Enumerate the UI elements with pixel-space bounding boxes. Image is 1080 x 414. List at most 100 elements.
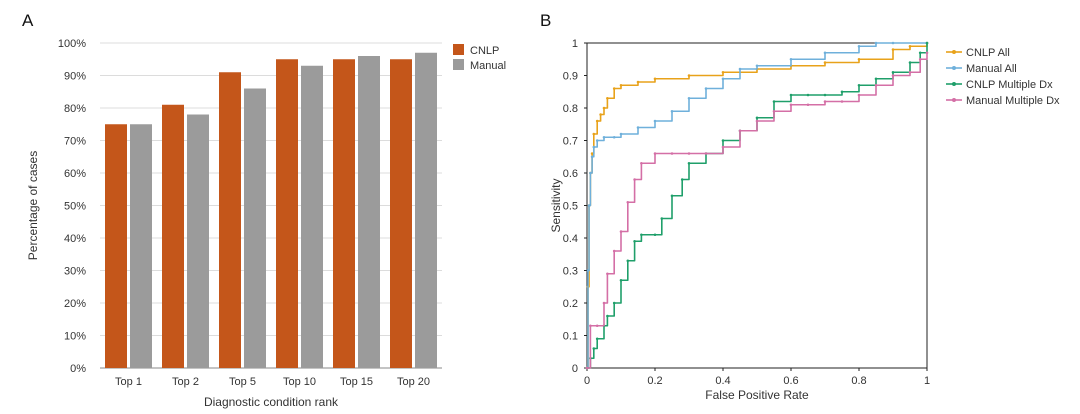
bar-cnlp-top-10 bbox=[276, 59, 298, 368]
roc-point-cnlp-multiple-dx bbox=[721, 139, 725, 142]
x-tick-label: Top 1 bbox=[115, 376, 142, 388]
bar-manual-top-1 bbox=[130, 124, 152, 368]
x-tick-label: 0.4 bbox=[715, 375, 730, 387]
y-tick-label: 1 bbox=[572, 38, 578, 50]
roc-point-manual-all bbox=[636, 126, 640, 129]
bar-manual-top-5 bbox=[244, 88, 266, 368]
roc-point-cnlp-all bbox=[619, 83, 623, 87]
roc-point-manual-all bbox=[704, 87, 708, 90]
bar-manual-top-10 bbox=[301, 65, 323, 368]
y-tick-label: 30% bbox=[64, 266, 86, 278]
legend-marker-cnlp-multiple-dx bbox=[952, 82, 956, 86]
roc-point-cnlp-multiple-dx bbox=[670, 194, 674, 198]
roc-point-manual-all bbox=[586, 269, 590, 272]
roc-line-cnlp-multiple-dx bbox=[587, 43, 928, 369]
roc-point-cnlp-multiple-dx bbox=[908, 61, 912, 64]
y-tick-label: 70% bbox=[64, 136, 86, 148]
y-tick-label: 80% bbox=[64, 103, 86, 115]
roc-point-manual-multiple-dx bbox=[908, 70, 912, 74]
roc-point-manual-multiple-dx bbox=[595, 324, 599, 328]
roc-point-manual-all bbox=[589, 171, 592, 175]
roc-point-manual-all bbox=[857, 44, 861, 48]
roc-point-manual-multiple-dx bbox=[721, 145, 725, 149]
roc-point-manual-multiple-dx bbox=[619, 230, 623, 233]
roc-point-cnlp-multiple-dx bbox=[612, 301, 616, 305]
roc-line-manual-multiple-dx bbox=[587, 52, 928, 369]
roc-point-manual-multiple-dx bbox=[606, 272, 609, 276]
roc-line-manual-all bbox=[587, 42, 927, 369]
y-tick-label: 40% bbox=[64, 233, 86, 245]
legend-label-manual: Manual bbox=[470, 60, 506, 72]
roc-point-cnlp-all bbox=[592, 132, 596, 136]
roc-point-manual-all bbox=[602, 135, 606, 139]
x-tick-label: Top 5 bbox=[229, 376, 256, 388]
roc-point-manual-multiple-dx bbox=[857, 93, 861, 97]
roc-point-manual-multiple-dx bbox=[823, 100, 827, 103]
x-tick-label: Top 2 bbox=[172, 376, 199, 388]
legend-label-cnlp: CNLP bbox=[470, 45, 499, 57]
roc-point-manual-all bbox=[587, 204, 591, 207]
legend-marker-manual-multiple-dx bbox=[952, 98, 956, 102]
roc-point-cnlp-multiple-dx bbox=[687, 161, 691, 165]
y-tick-label: 50% bbox=[64, 201, 86, 213]
y-tick-label: 0.9 bbox=[563, 71, 578, 83]
roc-point-cnlp-multiple-dx bbox=[789, 93, 793, 97]
y-tick-label: 0.1 bbox=[563, 331, 578, 343]
roc-point-manual-all bbox=[590, 155, 594, 159]
y-axis-title: Percentage of cases bbox=[26, 151, 40, 260]
y-tick-label: 0.4 bbox=[563, 233, 578, 245]
roc-point-manual-multiple-dx bbox=[704, 152, 708, 155]
roc-point-manual-multiple-dx bbox=[612, 249, 616, 253]
roc-point-manual-multiple-dx bbox=[602, 301, 606, 305]
roc-point-cnlp-multiple-dx bbox=[660, 217, 664, 220]
legend-label-cnlp-multiple-dx: CNLP Multiple Dx bbox=[966, 79, 1053, 91]
x-tick-label: Top 10 bbox=[283, 376, 316, 388]
x-tick-label: 0.8 bbox=[851, 375, 866, 387]
bar-manual-top-20 bbox=[415, 52, 437, 368]
x-axis-title: Diagnostic condition rank bbox=[204, 395, 339, 409]
y-tick-label: 0.8 bbox=[563, 103, 578, 115]
roc-point-cnlp-all bbox=[595, 119, 599, 123]
roc-point-manual-multiple-dx bbox=[918, 57, 922, 61]
roc-point-manual-multiple-dx bbox=[789, 103, 793, 107]
legend-label-manual-multiple-dx: Manual Multiple Dx bbox=[966, 95, 1060, 107]
roc-point-manual-all bbox=[823, 51, 827, 55]
roc-point-manual-all bbox=[592, 145, 596, 149]
legend-label-manual-all: Manual All bbox=[966, 63, 1017, 75]
bar-cnlp-top-2 bbox=[162, 104, 184, 368]
roc-point-cnlp-multiple-dx bbox=[840, 90, 844, 94]
panel-label-a: A bbox=[22, 11, 34, 30]
y-tick-label: 90% bbox=[64, 71, 86, 83]
roc-point-manual-multiple-dx bbox=[874, 83, 878, 87]
legend-swatch-manual bbox=[453, 59, 464, 70]
y-tick-label: 10% bbox=[64, 331, 86, 343]
roc-point-manual-all bbox=[619, 132, 623, 136]
roc-point-manual-multiple-dx bbox=[772, 109, 776, 113]
y-axis-title: Sensitivity bbox=[549, 178, 563, 232]
roc-point-cnlp-multiple-dx bbox=[595, 337, 599, 341]
roc-point-cnlp-all bbox=[891, 48, 895, 51]
y-tick-label: 0.5 bbox=[563, 201, 578, 213]
roc-point-cnlp-multiple-dx bbox=[626, 259, 630, 263]
y-tick-label: 60% bbox=[64, 168, 86, 180]
roc-point-manual-all bbox=[612, 135, 616, 139]
roc-chart-panel-b: 0 0.1 0.2 0.3 0.4 0.5 0.6 0.7 0.8 0.9 1 0 0.2 0.4 0.6 0… bbox=[549, 38, 1060, 402]
roc-point-cnlp-multiple-dx bbox=[640, 233, 643, 237]
roc-point-manual-multiple-dx bbox=[925, 51, 929, 55]
x-tick-label: 0.6 bbox=[783, 375, 798, 387]
bar-cnlp-top-1 bbox=[105, 124, 127, 368]
roc-point-manual-multiple-dx bbox=[589, 324, 592, 328]
legend-marker-manual-all bbox=[952, 66, 956, 70]
roc-point-cnlp-all bbox=[908, 44, 912, 48]
roc-point-cnlp-all bbox=[857, 57, 861, 61]
roc-point-manual-all bbox=[721, 77, 725, 81]
roc-point-cnlp-multiple-dx bbox=[772, 100, 776, 103]
bar-cnlp-top-5 bbox=[219, 72, 241, 368]
roc-point-cnlp-multiple-dx bbox=[680, 178, 684, 181]
y-tick-label: 0% bbox=[70, 363, 86, 375]
roc-point-cnlp-multiple-dx bbox=[925, 41, 929, 45]
x-tick-label: Top 15 bbox=[340, 376, 373, 388]
roc-point-cnlp-multiple-dx bbox=[633, 239, 636, 243]
